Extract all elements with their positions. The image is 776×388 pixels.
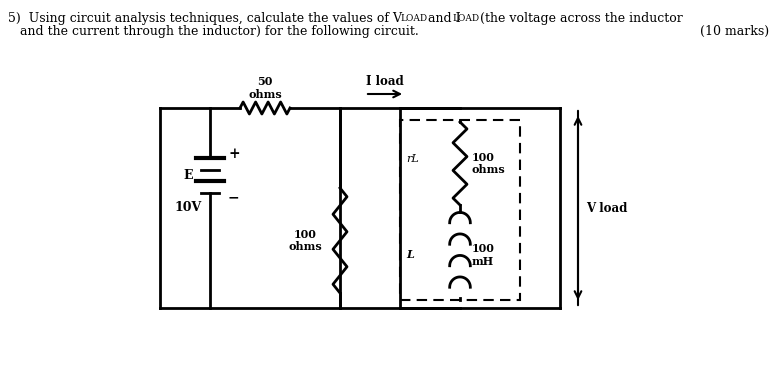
Text: LOAD: LOAD bbox=[400, 14, 427, 23]
Text: E: E bbox=[183, 169, 192, 182]
Bar bbox=[400, 120, 520, 300]
Text: 100
ohms: 100 ohms bbox=[472, 152, 506, 175]
Text: and I: and I bbox=[424, 12, 461, 25]
Text: 10V: 10V bbox=[175, 201, 202, 214]
Text: +: + bbox=[228, 147, 240, 161]
Text: LOAD: LOAD bbox=[452, 14, 479, 23]
Text: rL: rL bbox=[406, 154, 419, 163]
Text: −: − bbox=[228, 190, 240, 204]
Text: 100
mH: 100 mH bbox=[472, 243, 495, 267]
Text: 100
ohms: 100 ohms bbox=[288, 229, 322, 253]
Text: (10 marks): (10 marks) bbox=[700, 25, 769, 38]
Text: L: L bbox=[406, 249, 414, 260]
Text: 5)  Using circuit analysis techniques, calculate the values of V: 5) Using circuit analysis techniques, ca… bbox=[8, 12, 402, 25]
Text: I load: I load bbox=[366, 75, 404, 88]
Text: (the voltage across the inductor: (the voltage across the inductor bbox=[476, 12, 683, 25]
Text: and the current through the inductor) for the following circuit.: and the current through the inductor) fo… bbox=[20, 25, 419, 38]
Text: 50
ohms: 50 ohms bbox=[248, 76, 282, 100]
Text: V load: V load bbox=[586, 201, 627, 215]
